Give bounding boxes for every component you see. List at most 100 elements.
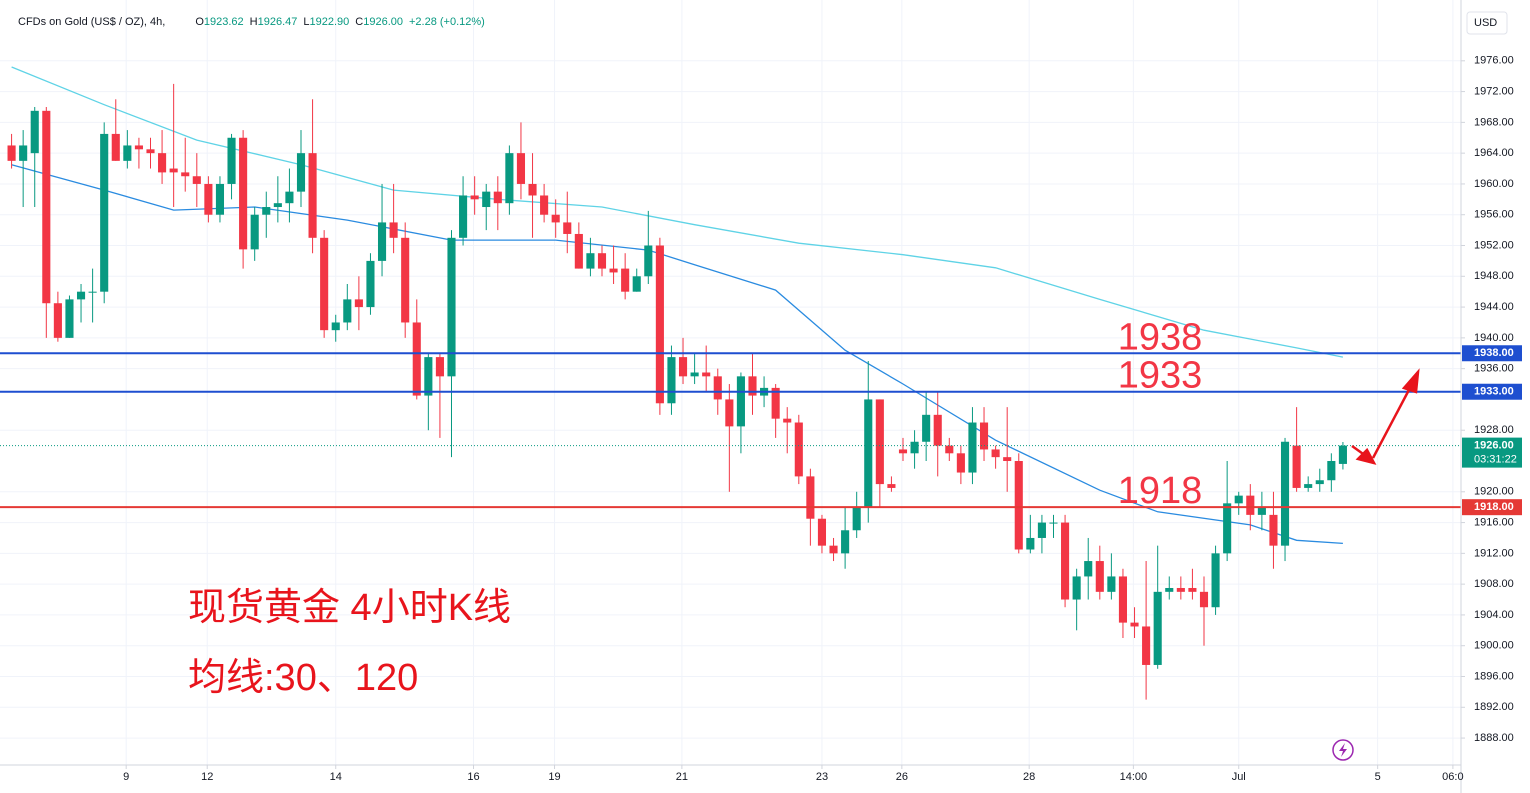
candle-body bbox=[864, 399, 873, 508]
candle-body bbox=[771, 387, 780, 419]
candle-body bbox=[945, 445, 954, 454]
arrow-head bbox=[1355, 447, 1377, 465]
annotation: 均线:30、120 bbox=[188, 657, 418, 699]
header-item: 1926.00 bbox=[363, 16, 403, 28]
candle-body bbox=[1327, 461, 1336, 481]
candle-body bbox=[158, 153, 167, 173]
candle-body bbox=[1049, 522, 1058, 524]
y-tick-label: 1936.00 bbox=[1474, 363, 1514, 375]
candle-body bbox=[250, 214, 259, 250]
candle-body bbox=[215, 183, 225, 215]
candle-body bbox=[1061, 522, 1070, 600]
level-label: 1918.00 bbox=[1474, 501, 1514, 513]
candle-body bbox=[678, 357, 688, 377]
candle-body bbox=[875, 399, 884, 485]
candle-body bbox=[817, 518, 827, 546]
candle-body bbox=[991, 449, 1000, 458]
candle-body bbox=[100, 133, 109, 292]
candle-body bbox=[540, 195, 549, 215]
candle-body bbox=[586, 253, 595, 269]
candle-body bbox=[1072, 576, 1081, 600]
header-item: CFDs on Gold (US$ / OZ), 4h, bbox=[18, 16, 165, 28]
candle-body bbox=[1037, 522, 1046, 538]
candle-body bbox=[1003, 457, 1012, 462]
candle-body bbox=[1246, 495, 1255, 515]
candle-body bbox=[1304, 484, 1313, 488]
candle-body bbox=[979, 422, 989, 450]
candle-body bbox=[320, 237, 329, 331]
axes: 1976.00 1972.00 1968.00 1964.00 1960.00 1956.… bbox=[123, 55, 1514, 783]
candle-body bbox=[354, 299, 363, 308]
candle-body bbox=[1234, 495, 1243, 504]
y-tick-label: 1968.00 bbox=[1474, 116, 1514, 128]
candle-body bbox=[806, 476, 815, 519]
x-tick-label: 14:00 bbox=[1120, 771, 1148, 783]
candle-body bbox=[910, 441, 919, 454]
candle-body bbox=[1026, 537, 1035, 550]
candle-body bbox=[1211, 553, 1220, 608]
candle-body bbox=[1014, 461, 1023, 550]
y-tick-label: 1888.00 bbox=[1474, 732, 1514, 744]
candle-body bbox=[551, 214, 560, 223]
header-item: +2.28 (+0.12%) bbox=[409, 16, 485, 28]
candle-body bbox=[146, 149, 155, 154]
y-tick-label: 1900.00 bbox=[1474, 640, 1514, 652]
candle-body bbox=[42, 110, 51, 304]
candle-body bbox=[922, 414, 931, 442]
candle-body bbox=[1153, 591, 1162, 665]
candle-body bbox=[655, 245, 664, 404]
level-tag bbox=[1462, 499, 1522, 516]
last-price-tag bbox=[1462, 437, 1522, 468]
candle-body bbox=[1084, 561, 1093, 577]
candle-body bbox=[829, 545, 838, 554]
currency-box[interactable] bbox=[1466, 11, 1508, 35]
y-tick-label: 1976.00 bbox=[1474, 55, 1514, 67]
candle-body bbox=[516, 153, 526, 184]
x-tick-label: 06:0 bbox=[1442, 771, 1463, 783]
level-tag bbox=[1462, 345, 1522, 362]
candle-body bbox=[690, 372, 699, 377]
level-label: 1933.00 bbox=[1474, 386, 1514, 398]
x-tick-label: 12 bbox=[201, 771, 213, 783]
candle-body bbox=[482, 191, 491, 208]
candle-body bbox=[7, 145, 16, 161]
levels: 1938 1938.00 1933 1933.00 1918 1918.00 1926.00… bbox=[0, 316, 1522, 516]
y-tick-label: 1952.00 bbox=[1474, 239, 1514, 251]
level-note: 1938 bbox=[1118, 316, 1203, 358]
level-tag bbox=[1462, 383, 1522, 400]
header-item: L bbox=[303, 16, 309, 28]
candle-body bbox=[470, 195, 479, 200]
candle-body bbox=[841, 530, 850, 554]
candle-body bbox=[609, 268, 618, 273]
candle-body bbox=[459, 195, 468, 238]
currency: USD bbox=[1474, 17, 1497, 29]
candle-body bbox=[852, 507, 861, 531]
y-tick-label: 1908.00 bbox=[1474, 578, 1514, 590]
candle-body bbox=[181, 172, 190, 177]
candle-body bbox=[1315, 480, 1324, 485]
candle-body bbox=[308, 153, 317, 238]
alert-icon[interactable] bbox=[1332, 739, 1354, 761]
candle-body bbox=[713, 376, 722, 400]
x-tick-label: 23 bbox=[816, 771, 828, 783]
last-price-label: 1926.00 bbox=[1474, 440, 1514, 452]
level-note: 1918 bbox=[1118, 470, 1203, 512]
candle-body bbox=[1292, 445, 1301, 488]
candle-body bbox=[389, 222, 398, 238]
candle-body bbox=[597, 253, 607, 269]
candle-body bbox=[898, 449, 908, 454]
y-tick-label: 1892.00 bbox=[1474, 701, 1514, 713]
y-tick-label: 1920.00 bbox=[1474, 486, 1514, 498]
level-label: 1938.00 bbox=[1474, 347, 1514, 359]
candle-body bbox=[401, 237, 410, 323]
candle-body bbox=[169, 168, 178, 173]
candle-body bbox=[887, 484, 896, 488]
candle-body bbox=[435, 357, 444, 377]
candle-body bbox=[204, 183, 213, 215]
y-tick-label: 1904.00 bbox=[1474, 609, 1514, 621]
x-tick-label: 14 bbox=[330, 771, 342, 783]
candle-body bbox=[296, 153, 306, 192]
candle-body bbox=[424, 357, 433, 396]
candle-body bbox=[273, 203, 282, 208]
